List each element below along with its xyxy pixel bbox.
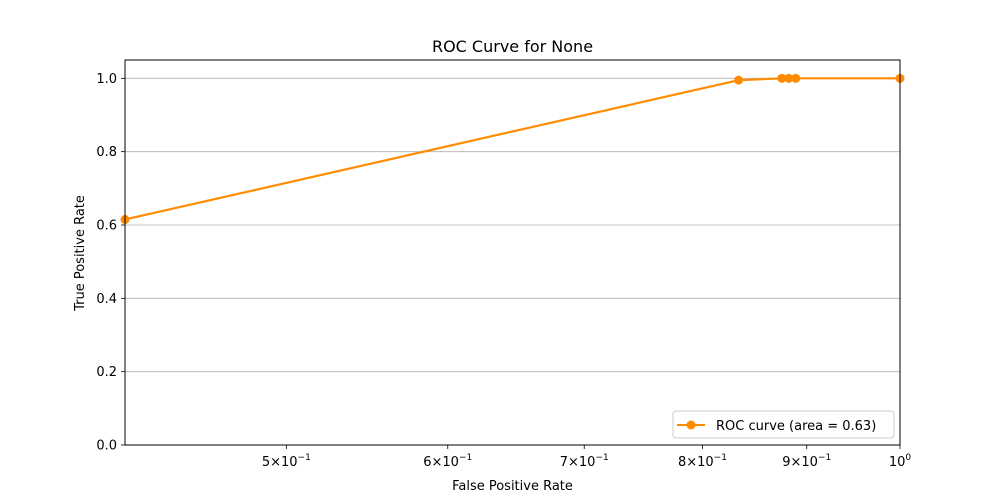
y-tick-label: 0.6 (96, 219, 117, 234)
y-axis-label: True Positive Rate (73, 195, 88, 312)
y-tick-label: 0.8 (96, 145, 117, 160)
y-tick-label: 1.0 (96, 72, 117, 87)
legend-marker-swatch (686, 420, 696, 430)
y-tick-label: 0.4 (96, 292, 117, 307)
y-tick-label: 0.0 (96, 439, 117, 454)
x-tick-label: 5×10−1 (262, 453, 311, 470)
roc-curve-line (124, 77, 900, 221)
legend-entry-label: ROC curve (area = 0.63) (716, 419, 876, 434)
x-tick-label: 6×10−1 (423, 453, 472, 470)
y-axis-ticks: 0.0 0.2 0.4 0.6 0.8 1.0 (96, 72, 125, 454)
x-tick-label: 7×10−1 (560, 453, 609, 470)
x-tick-label: 8×10−1 (678, 453, 727, 470)
chart-title: ROC Curve for None (432, 37, 593, 56)
x-tick-label: 100 (889, 453, 912, 470)
x-axis-ticks: 5×10−1 6×10−1 7×10−1 8×10−1 9×10−1 100 (262, 445, 912, 470)
x-tick-label: 9×10−1 (782, 453, 831, 470)
plot-area (120, 73, 905, 224)
legend-box (672, 410, 895, 439)
x-axis-label: False Positive Rate (452, 479, 573, 494)
legend: ROC curve (area = 0.63) (672, 410, 895, 439)
roc-curve-point (784, 73, 794, 83)
axes-frame (124, 59, 901, 446)
roc-curve-point (791, 73, 801, 83)
grid-lines (125, 77, 900, 446)
y-tick-label: 0.2 (96, 365, 117, 380)
roc-curve-point (734, 75, 744, 85)
roc-curve-point (777, 73, 787, 83)
